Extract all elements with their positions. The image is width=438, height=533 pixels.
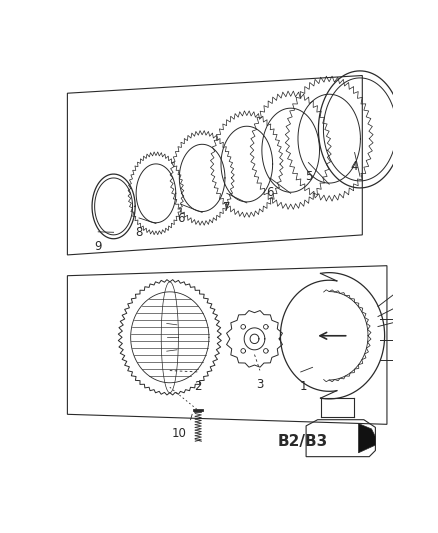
- Text: 1: 1: [300, 379, 307, 393]
- Text: 4: 4: [351, 160, 358, 173]
- Text: 9: 9: [95, 239, 102, 253]
- Text: 5: 5: [305, 170, 312, 183]
- Text: B2/B3: B2/B3: [278, 433, 328, 449]
- Text: 3: 3: [256, 378, 264, 391]
- Polygon shape: [358, 424, 375, 453]
- Text: 6: 6: [177, 212, 184, 225]
- Text: 8: 8: [135, 225, 143, 239]
- Text: 2: 2: [194, 379, 202, 393]
- Text: 10: 10: [172, 427, 187, 440]
- Text: 7: 7: [223, 201, 230, 214]
- Text: 6: 6: [266, 185, 274, 199]
